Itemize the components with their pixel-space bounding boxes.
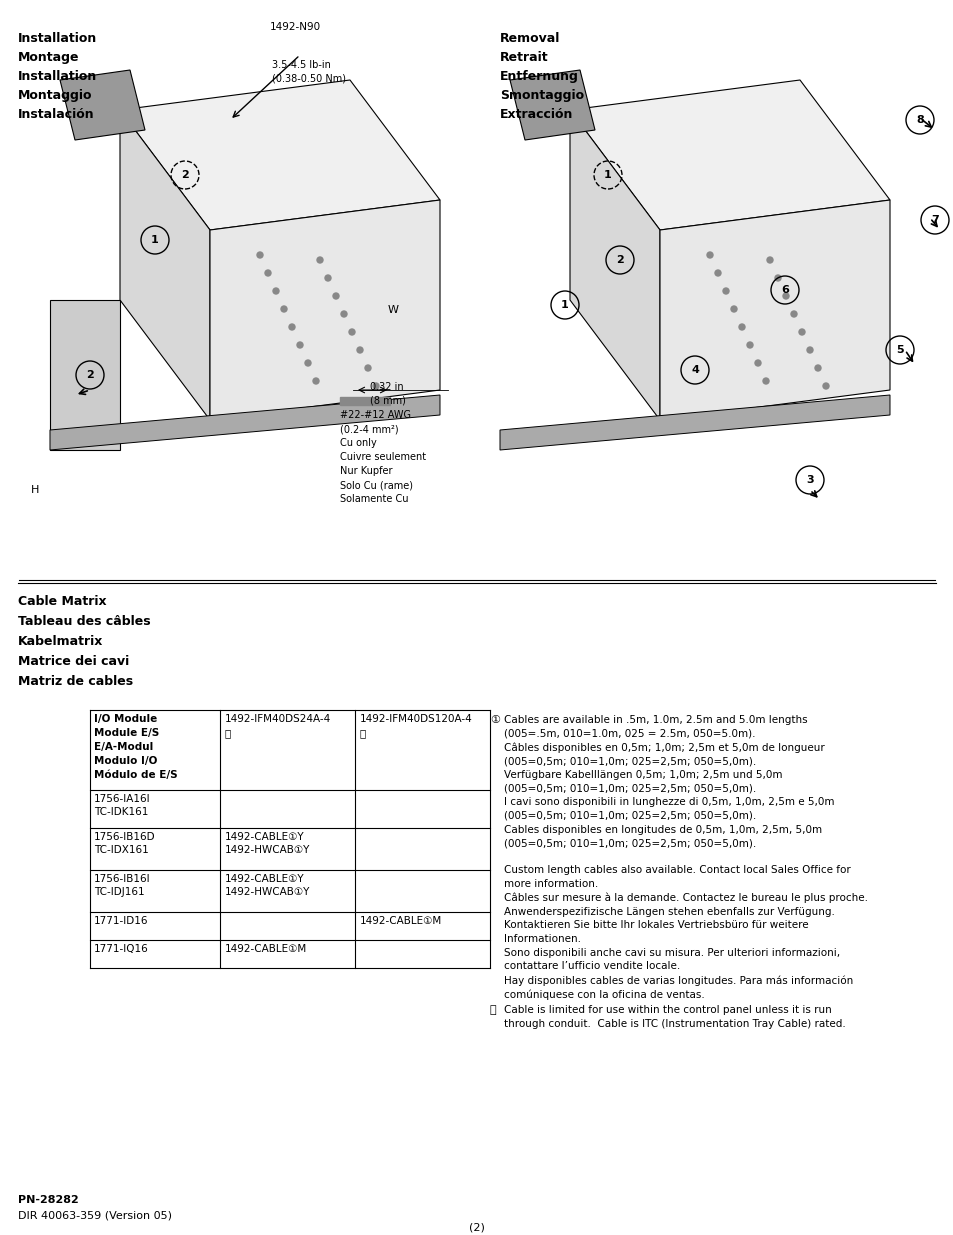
Circle shape bbox=[296, 342, 303, 348]
Circle shape bbox=[739, 324, 744, 330]
Circle shape bbox=[774, 275, 781, 282]
Text: 3.5-4.5 lb-in
(0.38-0.50 Nm): 3.5-4.5 lb-in (0.38-0.50 Nm) bbox=[272, 61, 346, 83]
Text: 1756-IA16I
TC-IDK161: 1756-IA16I TC-IDK161 bbox=[94, 794, 151, 818]
Text: ①: ① bbox=[490, 715, 499, 725]
Text: 7: 7 bbox=[930, 215, 938, 225]
Circle shape bbox=[746, 342, 752, 348]
Text: 1492-N90: 1492-N90 bbox=[270, 22, 321, 32]
Bar bbox=[339, 396, 390, 405]
Text: 1: 1 bbox=[560, 300, 568, 310]
Polygon shape bbox=[569, 110, 659, 420]
Circle shape bbox=[340, 311, 347, 317]
Text: 2: 2 bbox=[616, 254, 623, 266]
Text: 1492-IFM40DS120A-4
Ⓑ: 1492-IFM40DS120A-4 Ⓑ bbox=[359, 714, 473, 739]
Polygon shape bbox=[120, 80, 439, 230]
Polygon shape bbox=[210, 200, 439, 420]
Circle shape bbox=[316, 257, 323, 263]
Text: 1756-IB16I
TC-IDJ161: 1756-IB16I TC-IDJ161 bbox=[94, 874, 151, 897]
Polygon shape bbox=[50, 395, 439, 450]
Polygon shape bbox=[60, 70, 145, 140]
Circle shape bbox=[762, 378, 768, 384]
Text: 2: 2 bbox=[181, 170, 189, 180]
Text: 2: 2 bbox=[86, 370, 93, 380]
Circle shape bbox=[265, 270, 271, 275]
Text: Cable Matrix
Tableau des câbles
Kabelmatrix
Matrice dei cavi
Matriz de cables: Cable Matrix Tableau des câbles Kabelmat… bbox=[18, 595, 151, 688]
Text: Cable is limited for use within the control panel unless it is run
through condu: Cable is limited for use within the cont… bbox=[503, 1005, 845, 1029]
Circle shape bbox=[766, 257, 772, 263]
Text: 0.32 in
(8 mm): 0.32 in (8 mm) bbox=[370, 382, 405, 405]
Text: 1: 1 bbox=[603, 170, 611, 180]
Circle shape bbox=[256, 252, 263, 258]
Circle shape bbox=[349, 329, 355, 335]
Polygon shape bbox=[120, 110, 210, 420]
Text: 1771-ID16: 1771-ID16 bbox=[94, 916, 149, 926]
Text: W: W bbox=[388, 305, 398, 315]
Circle shape bbox=[714, 270, 720, 275]
Polygon shape bbox=[659, 200, 889, 420]
Circle shape bbox=[333, 293, 338, 299]
Circle shape bbox=[730, 306, 737, 312]
Circle shape bbox=[782, 293, 788, 299]
Polygon shape bbox=[510, 70, 595, 140]
Text: 1771-IQ16: 1771-IQ16 bbox=[94, 944, 149, 953]
Circle shape bbox=[273, 288, 278, 294]
Circle shape bbox=[325, 275, 331, 282]
Text: I/O Module
Module E/S
E/A-Modul
Modulo I/O
Módulo de E/S: I/O Module Module E/S E/A-Modul Modulo I… bbox=[94, 714, 177, 781]
Text: PN-28282: PN-28282 bbox=[18, 1195, 79, 1205]
Text: 1492-CABLE①Y
1492-HWCAB①Y: 1492-CABLE①Y 1492-HWCAB①Y bbox=[225, 874, 310, 897]
Text: 1492-CABLE①Y
1492-HWCAB①Y: 1492-CABLE①Y 1492-HWCAB①Y bbox=[225, 832, 310, 855]
Text: H: H bbox=[30, 485, 39, 495]
Circle shape bbox=[706, 252, 712, 258]
Text: 3: 3 bbox=[805, 475, 813, 485]
Text: Installation
Montage
Installation
Montaggio
Instalación: Installation Montage Installation Montag… bbox=[18, 32, 97, 121]
Text: 1492-CABLE①M: 1492-CABLE①M bbox=[359, 916, 442, 926]
Circle shape bbox=[313, 378, 318, 384]
Circle shape bbox=[790, 311, 796, 317]
Text: 1492-CABLE①M: 1492-CABLE①M bbox=[225, 944, 307, 953]
Circle shape bbox=[799, 329, 804, 335]
Text: Cables are available in .5m, 1.0m, 2.5m and 5.0m lengths
(005=.5m, 010=1.0m, 025: Cables are available in .5m, 1.0m, 2.5m … bbox=[503, 715, 867, 1000]
Polygon shape bbox=[569, 80, 889, 230]
Circle shape bbox=[356, 347, 363, 353]
Text: Ⓑ: Ⓑ bbox=[490, 1005, 497, 1015]
Text: #22-#12 AWG
(0.2-4 mm²)
Cu only
Cuivre seulement
Nur Kupfer
Solo Cu (rame)
Solam: #22-#12 AWG (0.2-4 mm²) Cu only Cuivre s… bbox=[339, 410, 426, 504]
Polygon shape bbox=[499, 395, 889, 450]
Text: 6: 6 bbox=[781, 285, 788, 295]
Circle shape bbox=[281, 306, 287, 312]
Circle shape bbox=[365, 366, 371, 370]
Circle shape bbox=[814, 366, 821, 370]
Text: 4: 4 bbox=[690, 366, 699, 375]
Text: 8: 8 bbox=[915, 115, 923, 125]
Text: 1: 1 bbox=[151, 235, 159, 245]
Text: DIR 40063-359 (Version 05): DIR 40063-359 (Version 05) bbox=[18, 1210, 172, 1220]
Circle shape bbox=[806, 347, 812, 353]
Polygon shape bbox=[50, 300, 120, 450]
Circle shape bbox=[289, 324, 294, 330]
Text: 1492-IFM40DS24A-4
Ⓑ: 1492-IFM40DS24A-4 Ⓑ bbox=[225, 714, 331, 739]
Text: 1756-IB16D
TC-IDX161: 1756-IB16D TC-IDX161 bbox=[94, 832, 155, 855]
Circle shape bbox=[722, 288, 728, 294]
Circle shape bbox=[822, 383, 828, 389]
Circle shape bbox=[754, 359, 760, 366]
Text: Removal
Retrait
Entfernung
Smontaggio
Extracción: Removal Retrait Entfernung Smontaggio Ex… bbox=[499, 32, 583, 121]
Circle shape bbox=[373, 383, 378, 389]
Text: (2): (2) bbox=[469, 1221, 484, 1233]
Text: 5: 5 bbox=[895, 345, 902, 354]
Circle shape bbox=[305, 359, 311, 366]
